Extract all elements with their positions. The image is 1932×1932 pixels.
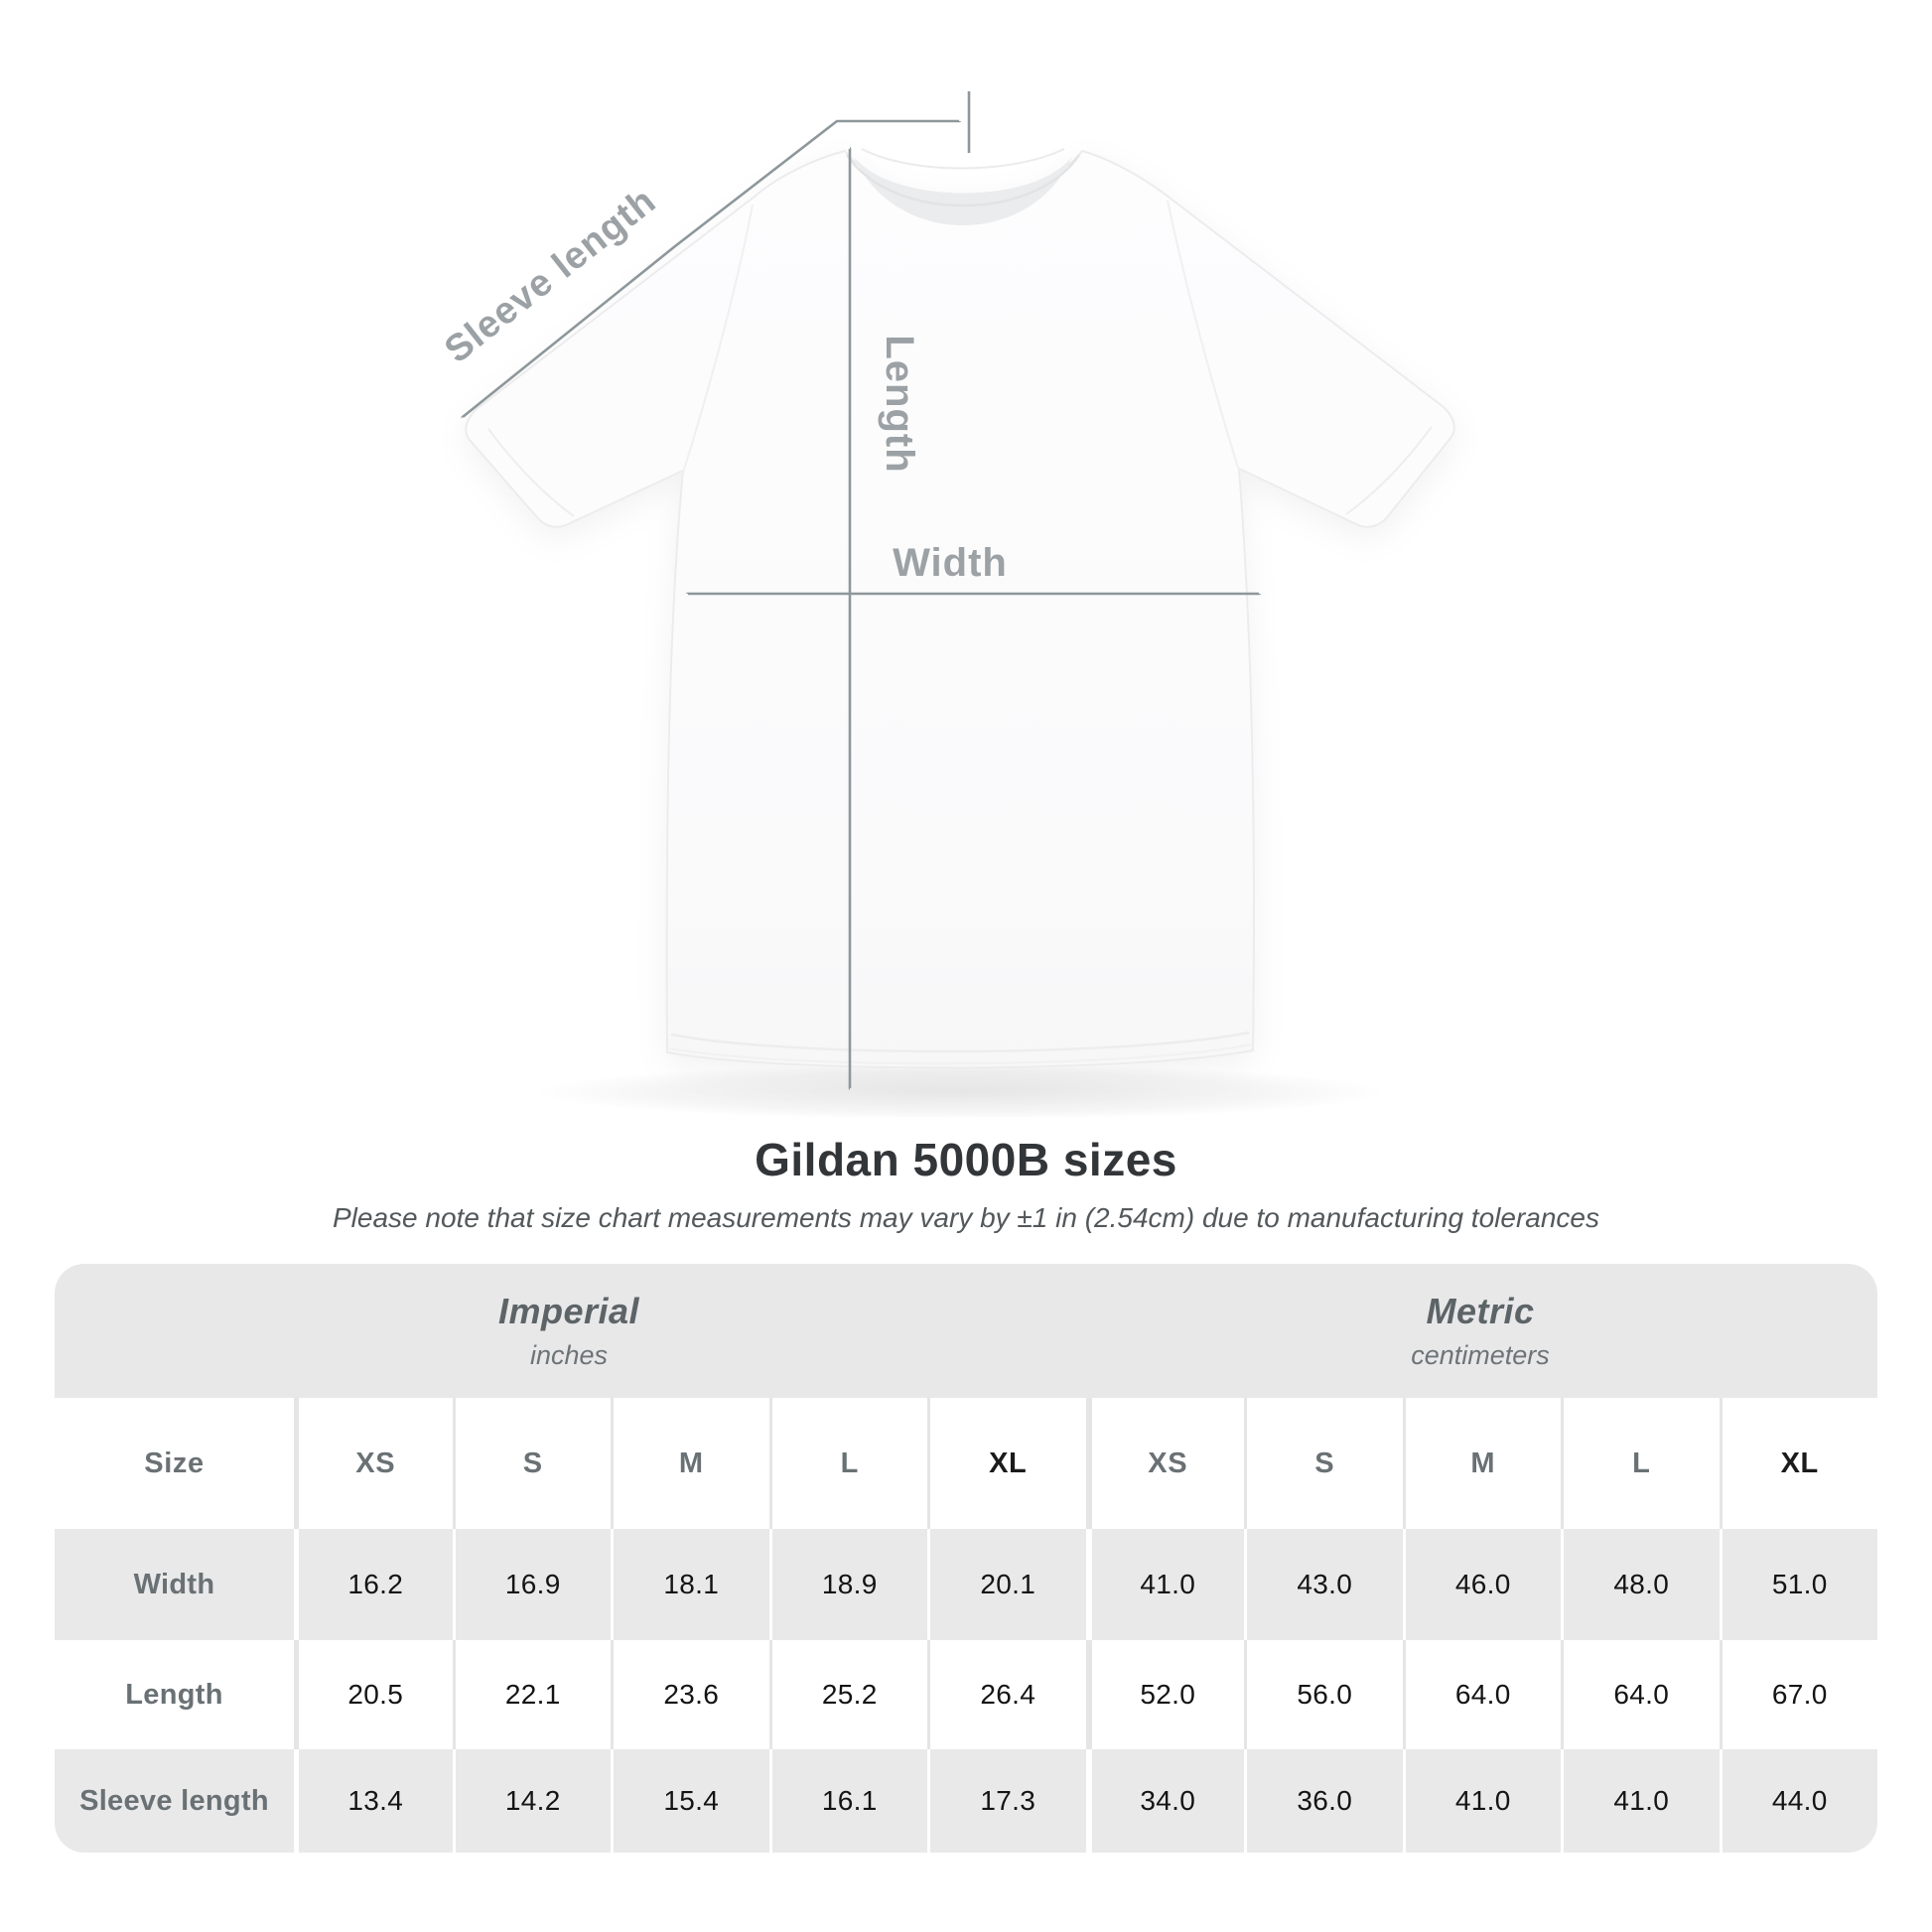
measurement-value: 16.9 (452, 1529, 612, 1640)
metric-title: Metric (1426, 1291, 1535, 1331)
table-row-sleeve-length: Sleeve length 13.4 14.2 15.4 16.1 17.3 3… (55, 1749, 1877, 1853)
measurement-value: 17.3 (927, 1749, 1086, 1853)
imperial-size-m: M (611, 1398, 769, 1529)
metric-size-s: S (1244, 1398, 1403, 1529)
measurement-value: 34.0 (1085, 1749, 1245, 1853)
metric-size-xs: XS (1085, 1398, 1245, 1529)
tshirt-measurement-diagram: Sleeve length Length Width (437, 91, 1455, 1117)
measurement-value: 23.6 (611, 1640, 769, 1749)
measurement-value: 52.0 (1085, 1640, 1245, 1749)
imperial-size-xl: XL (927, 1398, 1086, 1529)
measurement-value: 25.2 (768, 1640, 928, 1749)
metric-size-m: M (1402, 1398, 1562, 1529)
imperial-size-s: S (452, 1398, 612, 1529)
collar-back-line (861, 148, 1065, 170)
imperial-section-header: Imperial inches (55, 1264, 1083, 1398)
measurement-value: 41.0 (1402, 1749, 1562, 1853)
measurement-value: 64.0 (1402, 1640, 1562, 1749)
left-cuff-seam (487, 428, 575, 517)
measurement-value: 67.0 (1719, 1640, 1878, 1749)
imperial-unit: inches (529, 1340, 609, 1370)
measurement-value: 15.4 (611, 1749, 769, 1853)
measurement-value: 16.1 (768, 1749, 928, 1853)
measurement-value: 64.0 (1561, 1640, 1720, 1749)
tshirt-ground-shadow (534, 1064, 1388, 1117)
measurement-value: 26.4 (927, 1640, 1086, 1749)
metric-unit: centimeters (1411, 1340, 1550, 1370)
row-label: Sleeve length (79, 1784, 269, 1817)
table-row-width: Width 16.2 16.9 18.1 18.9 20.1 41.0 43.0… (55, 1529, 1877, 1640)
measurement-value: 18.1 (611, 1529, 769, 1640)
measurement-value: 41.0 (1561, 1749, 1720, 1853)
measurement-value: 51.0 (1719, 1529, 1878, 1640)
size-column-header: Size (144, 1447, 205, 1479)
measurement-value: 14.2 (452, 1749, 612, 1853)
size-header-row: Size XS S M L XL XS S M L XL (55, 1398, 1877, 1529)
imperial-size-l: L (768, 1398, 928, 1529)
table-row-length: Length 20.5 22.1 23.6 25.2 26.4 52.0 56.… (55, 1640, 1877, 1749)
metric-size-xl: XL (1719, 1398, 1878, 1529)
right-cuff-seam (1345, 426, 1433, 515)
measurement-value: 41.0 (1085, 1529, 1245, 1640)
tolerance-note: Please note that size chart measurements… (333, 1202, 1599, 1233)
row-label: Width (133, 1568, 215, 1600)
tshirt-silhouette (465, 149, 1455, 1069)
measurement-value: 43.0 (1244, 1529, 1403, 1640)
right-sleeve-seam (1167, 200, 1240, 472)
measurement-value: 22.1 (452, 1640, 612, 1749)
measurement-value: 20.5 (294, 1640, 453, 1749)
imperial-title: Imperial (497, 1291, 640, 1331)
length-label: Length (878, 335, 921, 473)
measurement-value: 20.1 (927, 1529, 1086, 1640)
measurement-value: 36.0 (1244, 1749, 1403, 1853)
sleeve-length-arrow (463, 119, 959, 417)
measurement-value: 56.0 (1244, 1640, 1403, 1749)
imperial-size-xs: XS (294, 1398, 453, 1529)
row-label: Length (125, 1678, 223, 1711)
hem-edge (668, 1043, 1252, 1065)
hem-seam (670, 1031, 1250, 1053)
measurement-annotations (463, 91, 1259, 1088)
width-label: Width (893, 541, 1008, 585)
measurement-value: 13.4 (294, 1749, 453, 1853)
measurement-value: 44.0 (1719, 1749, 1878, 1853)
measurement-value: 18.9 (768, 1529, 928, 1640)
page-title: Gildan 5000B sizes (755, 1134, 1177, 1185)
metric-size-l: L (1561, 1398, 1720, 1529)
measurement-value: 16.2 (294, 1529, 453, 1640)
tshirt-graphic (465, 148, 1455, 1069)
unit-header-band: Imperial inches Metric centimeters (55, 1264, 1877, 1398)
metric-section-header: Metric centimeters (1083, 1264, 1877, 1398)
size-table: Imperial inches Metric centimeters Size … (55, 1264, 1877, 1853)
measurement-value: 46.0 (1402, 1529, 1562, 1640)
measurement-value: 48.0 (1561, 1529, 1720, 1640)
